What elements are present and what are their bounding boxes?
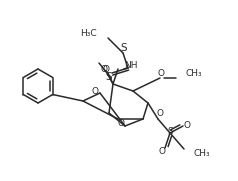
Text: S: S — [167, 127, 173, 136]
Text: CH₃: CH₃ — [194, 148, 211, 157]
Text: O: O — [159, 148, 165, 157]
Text: O: O — [157, 110, 164, 119]
Text: O: O — [91, 87, 99, 96]
Text: O: O — [103, 64, 109, 73]
Text: NH: NH — [124, 60, 138, 70]
Text: O: O — [118, 119, 124, 127]
Text: CH₃: CH₃ — [185, 70, 202, 79]
Text: S: S — [106, 72, 112, 82]
Text: H₃C: H₃C — [80, 28, 97, 37]
Text: O: O — [183, 121, 190, 129]
Text: O: O — [100, 66, 108, 75]
Text: O: O — [158, 70, 164, 79]
Text: S: S — [121, 43, 127, 53]
